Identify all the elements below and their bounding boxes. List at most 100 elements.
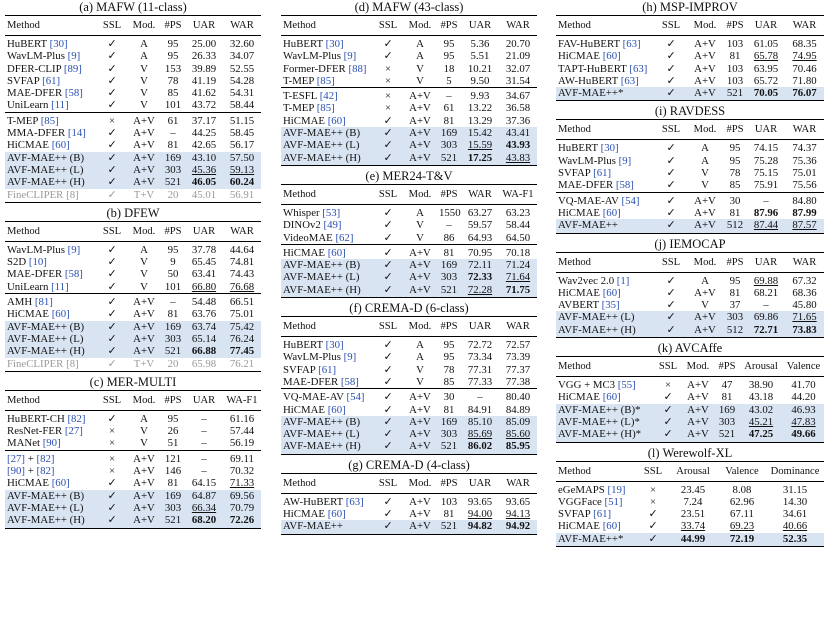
citation-link[interactable]: [54] [346, 391, 365, 404]
citation-link[interactable]: [27] [64, 425, 83, 438]
citation-link[interactable]: [14] [67, 127, 86, 140]
citation-link[interactable]: [61] [42, 74, 61, 87]
method-cell: AVF-MAE++ (L) [5, 501, 97, 515]
citation-link[interactable]: [60] [602, 391, 621, 404]
value-cell: 43.02 [739, 403, 783, 416]
citation-link[interactable]: [63] [629, 62, 648, 75]
method-cell: AVF-MAE++ (H) [281, 440, 373, 455]
citation-link[interactable]: [58] [615, 179, 634, 192]
citation-link[interactable]: [27] [7, 452, 25, 465]
citation-link[interactable]: [35] [601, 299, 620, 312]
method-cell: AVF-MAE++ (H) [556, 323, 655, 339]
value-cell: A+V [403, 139, 437, 152]
citation-link[interactable]: [82] [67, 412, 86, 425]
citation-link[interactable]: [85] [316, 74, 335, 87]
citation-link[interactable]: [30] [600, 142, 619, 155]
citation-link[interactable]: [8] [66, 357, 79, 370]
citation-link[interactable]: [61] [318, 363, 337, 376]
citation-link[interactable]: [90] [42, 437, 61, 450]
citation-link[interactable]: [19] [607, 483, 626, 496]
citation-link[interactable]: [81] [34, 296, 53, 309]
citation-link[interactable]: [1] [616, 274, 630, 287]
citation-link[interactable]: [58] [64, 87, 83, 100]
column-header: Arousal [668, 460, 718, 482]
value-cell: ✓ [373, 139, 403, 152]
citation-link[interactable]: [85] [316, 102, 335, 115]
citation-link[interactable]: [60] [602, 50, 621, 63]
citation-link[interactable]: [58] [340, 375, 359, 388]
value-cell: A+V [127, 332, 161, 346]
value-cell: V [416, 219, 424, 232]
citation-link[interactable]: [9] [67, 50, 81, 63]
citation-link[interactable]: [9] [343, 50, 357, 63]
value-cell: 74.81 [229, 256, 255, 269]
table-row: AVBERT [35] ✓ V 37 – 45.80 [556, 299, 824, 311]
value-cell: 81 [167, 308, 179, 321]
citation-link[interactable]: [63] [622, 38, 641, 50]
table-row: DINOv2 [49] ✓ V – 59.57 58.44 [281, 219, 537, 231]
value-cell: ✓ [666, 206, 676, 219]
table-row: AVF-MAE++ ✓ A+V 512 87.44 87.57 [556, 219, 824, 234]
method-cell: AVF-MAE++ (B) [281, 415, 373, 429]
citation-link[interactable]: [54] [621, 194, 640, 207]
value-cell: 37 [729, 299, 741, 312]
citation-link[interactable]: [9] [67, 243, 81, 256]
citation-link[interactable]: [61] [593, 167, 612, 180]
citation-link[interactable]: [42] [319, 90, 338, 103]
value-cell: 93.65 [467, 495, 493, 508]
method-cell: [90] + [82] [7, 465, 55, 478]
citation-link[interactable]: [60] [327, 114, 346, 127]
value-cell: 169 [161, 320, 185, 333]
citation-link[interactable]: [53] [322, 206, 341, 219]
value-cell: 87.44 [747, 219, 785, 234]
citation-link[interactable]: [60] [51, 308, 70, 321]
citation-link[interactable]: [89] [63, 62, 82, 75]
value-cell: A [416, 206, 424, 219]
citation-link[interactable]: [63] [345, 495, 364, 508]
method-cell: AVF-MAE++ (B) [281, 259, 373, 272]
method-cell: AVF-MAE++* [556, 87, 655, 102]
citation-link[interactable]: [30] [325, 339, 344, 352]
citation-link[interactable]: [60] [602, 206, 621, 219]
citation-link[interactable]: [82] [36, 452, 55, 465]
citation-link[interactable]: [8] [66, 188, 79, 201]
citation-link[interactable]: [10] [28, 256, 47, 269]
citation-link[interactable]: [60] [51, 139, 70, 152]
value-cell: A+V [127, 345, 161, 358]
value-cell: 64.87 [185, 489, 223, 502]
citation-link[interactable]: [51] [604, 495, 623, 508]
column-3: (h) MSP-IMPROV Method SSL Mod. #PS UAR WAR FAV-… [556, 0, 824, 550]
citation-link[interactable]: [55] [617, 379, 636, 392]
column-header: UAR [747, 15, 785, 36]
citation-link[interactable]: [30] [49, 38, 68, 50]
citation-link[interactable]: [60] [602, 520, 621, 533]
citation-link[interactable]: [9] [343, 351, 357, 364]
value-cell: 7.24 [683, 495, 703, 508]
citation-link[interactable]: [11] [51, 280, 69, 293]
citation-link[interactable]: [82] [36, 465, 55, 478]
citation-link[interactable]: [63] [620, 74, 639, 87]
citation-link[interactable]: [62] [335, 231, 354, 244]
citation-link[interactable]: [88] [348, 62, 367, 75]
citation-link[interactable]: [11] [51, 99, 69, 112]
citation-link[interactable]: [60] [51, 477, 70, 490]
method-cell: DINOv2 [49] [283, 219, 342, 232]
column-header: Arousal [739, 356, 783, 378]
citation-link[interactable]: [49] [323, 219, 342, 232]
citation-link[interactable]: [85] [40, 114, 59, 127]
column-header: Method [556, 119, 655, 141]
value-cell: 70.46 [792, 62, 817, 75]
citation-link[interactable]: [60] [327, 246, 346, 259]
citation-link[interactable]: [90] [7, 465, 25, 478]
citation-link[interactable]: [60] [327, 403, 346, 416]
table-row: T-MEP [85] × V 5 9.50 31.54 [281, 75, 537, 88]
value-cell: 39.89 [191, 62, 217, 75]
citation-link[interactable]: [60] [602, 286, 621, 299]
citation-link[interactable]: [61] [593, 508, 612, 521]
citation-link[interactable]: [9] [618, 154, 632, 167]
citation-link[interactable]: [60] [327, 508, 346, 521]
citation-link[interactable]: [30] [325, 38, 344, 50]
value-cell: 68.35 [792, 38, 817, 50]
citation-link[interactable]: [58] [64, 268, 83, 281]
table-row: FineCLIPER [8] ✓ T+V 20 45.01 56.91 [5, 188, 261, 203]
